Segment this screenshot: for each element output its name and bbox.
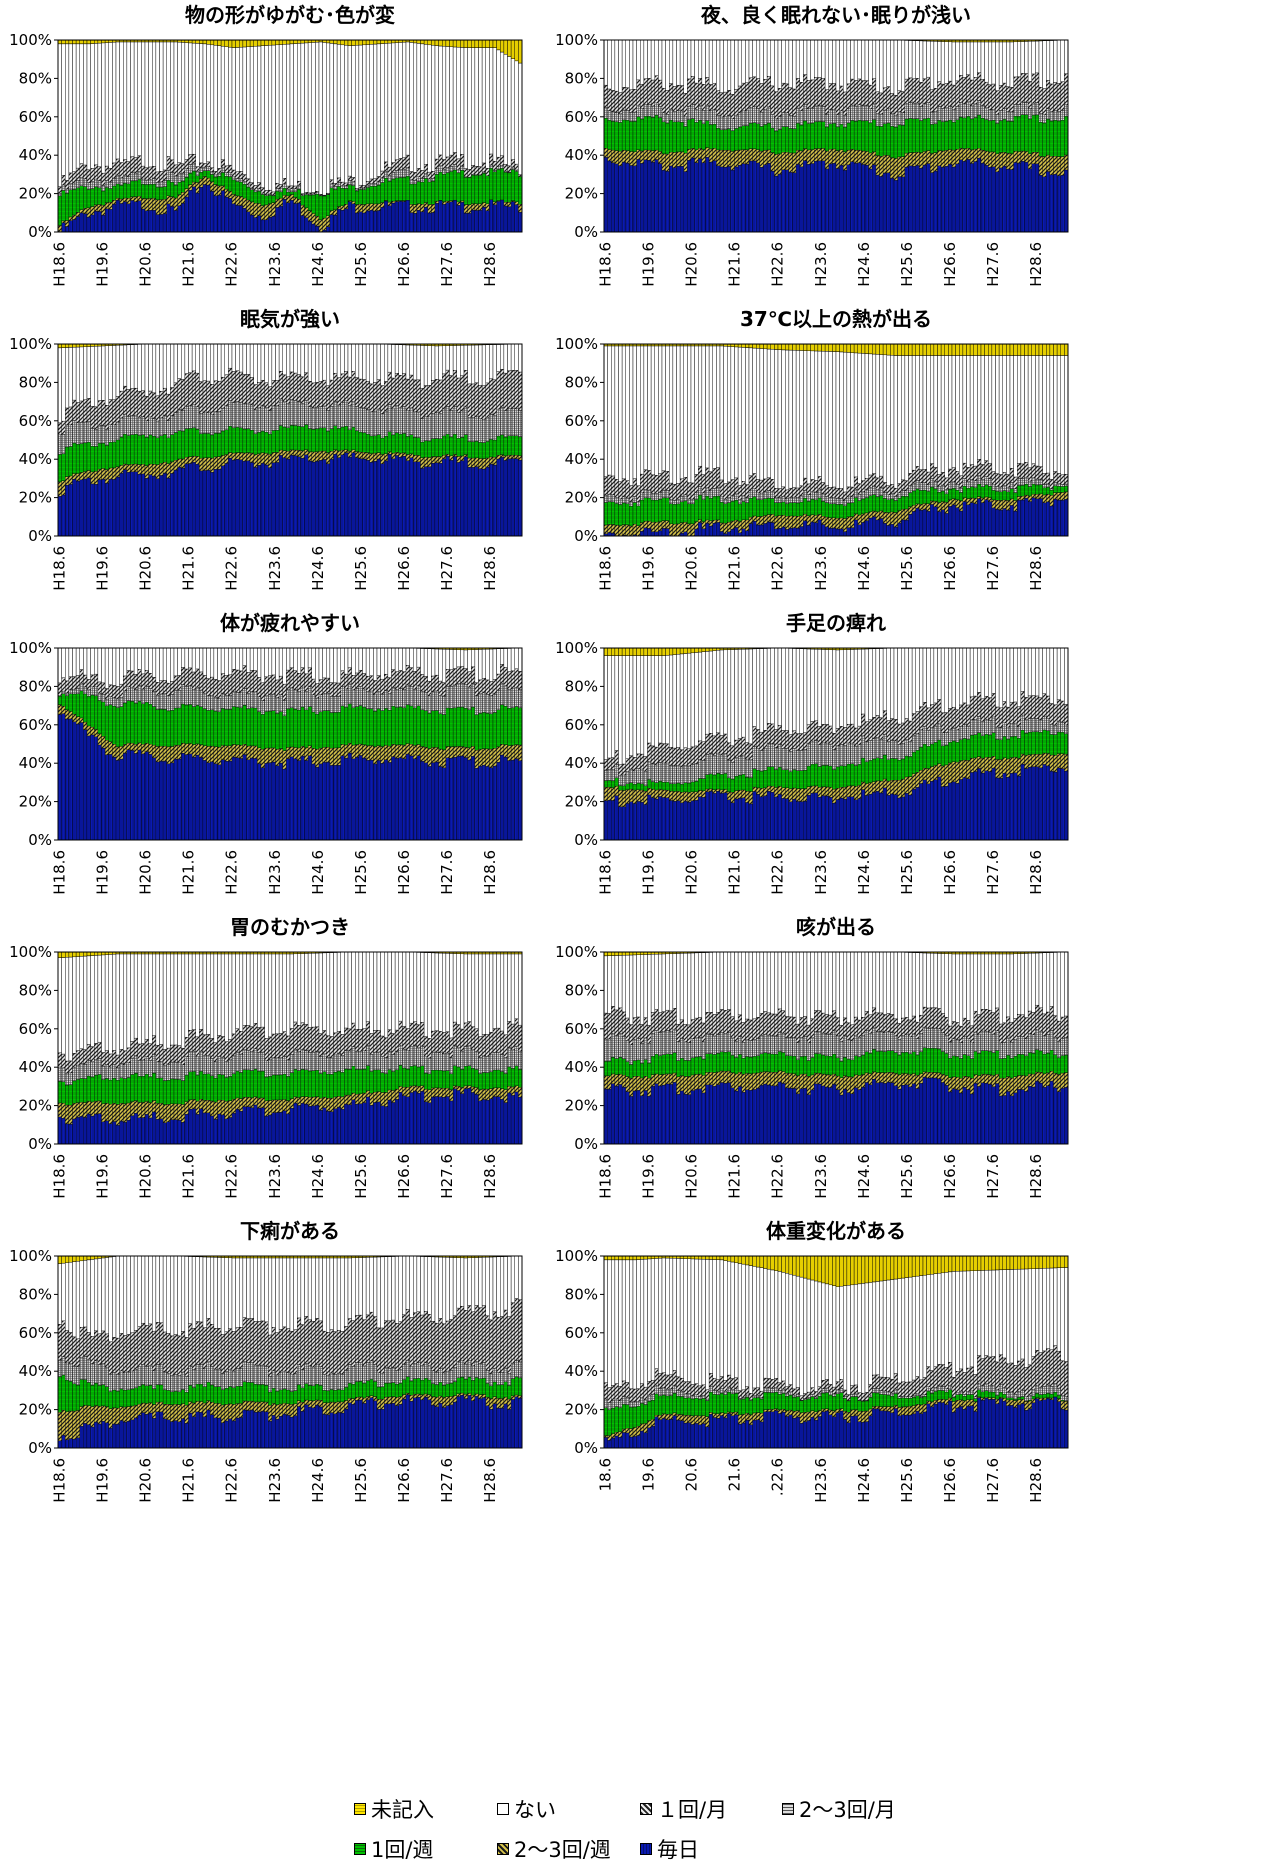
bar bbox=[173, 39, 178, 233]
bar bbox=[199, 39, 204, 233]
bar bbox=[97, 39, 102, 233]
bar bbox=[155, 39, 160, 233]
chart-title: 物の形がゆがむ･色が変 bbox=[185, 3, 395, 27]
bar bbox=[184, 39, 189, 233]
bar bbox=[65, 39, 70, 233]
bars bbox=[57, 39, 523, 233]
bar bbox=[123, 39, 128, 233]
bar bbox=[170, 39, 175, 233]
bar bbox=[188, 39, 193, 233]
bar bbox=[166, 39, 171, 233]
